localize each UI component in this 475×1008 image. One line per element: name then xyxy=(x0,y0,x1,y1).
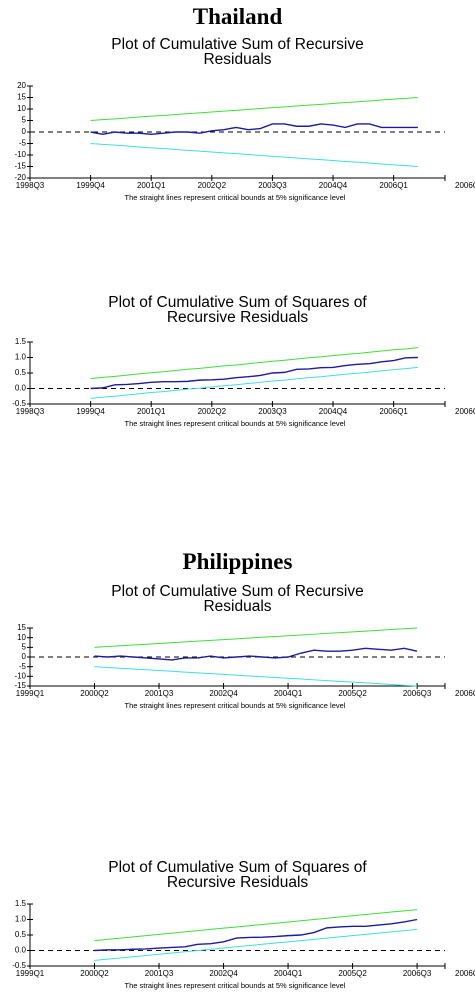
x-tick-label: 1998Q3 xyxy=(16,181,45,190)
x-tick-label: 2001Q3 xyxy=(145,689,174,698)
chart-note: The straight lines represent critical bo… xyxy=(125,981,346,990)
chart-title: Plot of Cumulative Sum of Squares of Rec… xyxy=(108,859,367,891)
x-tick-label: 2006Q4 xyxy=(455,181,475,190)
x-tick-label: 2006Q4 xyxy=(455,969,475,978)
y-tick-label: 1.5 xyxy=(15,338,27,346)
chart-note: The straight lines represent critical bo… xyxy=(125,193,346,202)
x-tick-label: 2005Q2 xyxy=(338,969,367,978)
data-line xyxy=(90,347,418,380)
y-tick-label: -5 xyxy=(19,139,27,148)
x-tick-label: 2006Q1 xyxy=(379,181,408,190)
data-line xyxy=(90,356,418,390)
data-line xyxy=(94,627,418,648)
x-tick-label: 1998Q3 xyxy=(16,407,45,416)
x-tick-label: 2006Q3 xyxy=(403,689,432,698)
chart-note: The straight lines represent critical bo… xyxy=(125,419,346,428)
x-tick-label: 2000Q2 xyxy=(80,689,109,698)
data-line xyxy=(94,647,418,661)
x-tick-label: 2003Q3 xyxy=(258,181,287,190)
y-tick-label: -20 xyxy=(14,173,26,182)
y-tick-label: 10 xyxy=(17,633,26,642)
x-tick-label: 1999Q4 xyxy=(76,181,105,190)
chart-title: Plot of Cumulative Sum of Recursive Resi… xyxy=(111,583,364,615)
x-tick-label: 2004Q1 xyxy=(274,969,303,978)
y-tick-label: -5 xyxy=(19,662,27,671)
x-tick-label: 2003Q3 xyxy=(258,407,287,416)
y-tick-label: 0.0 xyxy=(15,946,27,955)
y-tick-label: 0 xyxy=(22,127,27,136)
y-tick-label: 0.0 xyxy=(15,384,27,393)
y-tick-label: 0.5 xyxy=(15,368,27,377)
chart-title: Plot of Cumulative Sum of Squares of Rec… xyxy=(108,294,367,326)
x-tick-label: 2006Q4 xyxy=(455,689,475,698)
x-tick-label: 2006Q1 xyxy=(379,407,408,416)
y-tick-label: 20 xyxy=(17,82,26,90)
x-tick-label: 2002Q4 xyxy=(209,689,238,698)
x-tick-label: 2002Q2 xyxy=(198,407,227,416)
y-tick-label: -0.5 xyxy=(12,961,26,970)
chart-title: Plot of Cumulative Sum of Recursive Resi… xyxy=(111,36,364,68)
y-tick-label: 15 xyxy=(17,624,26,632)
chart: -0.5 0.0 0.5 1.0 1.5 1999Q1 2000Q2 2001Q3 2002Q4… xyxy=(12,900,475,990)
y-tick-label: -10 xyxy=(14,671,26,680)
y-tick-label: 5 xyxy=(22,642,27,651)
x-tick-label: 2006Q3 xyxy=(403,969,432,978)
x-tick-label: 1999Q1 xyxy=(16,969,45,978)
y-tick-label: 15 xyxy=(17,93,26,102)
data-line xyxy=(90,97,418,121)
heading: Thailand xyxy=(192,4,283,29)
data-line xyxy=(90,366,418,399)
x-tick-label: 1999Q4 xyxy=(76,407,105,416)
x-tick-label: 2004Q4 xyxy=(319,181,348,190)
data-line xyxy=(90,123,418,136)
x-tick-label: 2005Q2 xyxy=(338,689,367,698)
y-tick-label: -15 xyxy=(14,162,26,171)
x-tick-label: 2001Q1 xyxy=(137,407,166,416)
chart-note: The straight lines represent critical bo… xyxy=(125,701,346,710)
data-line xyxy=(94,928,418,961)
x-tick-label: 2001Q3 xyxy=(145,969,174,978)
y-tick-label: -15 xyxy=(14,681,26,690)
heading: Philippines xyxy=(182,549,293,574)
chart: -0.5 0.0 0.5 1.0 1.5 1998Q3 1999Q4 2001Q1 2002Q2… xyxy=(12,338,475,428)
data-line xyxy=(90,143,418,167)
x-tick-label: 2002Q2 xyxy=(198,181,227,190)
y-tick-label: 5 xyxy=(22,116,27,125)
data-line xyxy=(94,909,418,942)
y-tick-label: 0.5 xyxy=(15,930,27,939)
x-tick-label: 2004Q4 xyxy=(319,407,348,416)
x-tick-label: 1999Q1 xyxy=(16,689,45,698)
y-tick-label: -10 xyxy=(14,150,26,159)
x-tick-label: 2002Q4 xyxy=(209,969,238,978)
y-tick-label: 0 xyxy=(22,652,27,661)
x-tick-label: 2000Q2 xyxy=(80,969,109,978)
chart: -20 -15 -10 -5 0 5 10 15 20 1998Q3 1999Q4 2001Q1 200… xyxy=(14,82,475,202)
x-tick-label: 2006Q4 xyxy=(455,407,475,416)
y-tick-label: 1.0 xyxy=(15,915,27,924)
y-tick-label: 1.0 xyxy=(15,353,27,362)
y-tick-label: -0.5 xyxy=(12,399,26,408)
x-tick-label: 2004Q1 xyxy=(274,689,303,698)
y-tick-label: 10 xyxy=(17,104,26,113)
data-line xyxy=(94,918,418,952)
data-line xyxy=(94,666,418,687)
x-tick-label: 2001Q1 xyxy=(137,181,166,190)
y-tick-label: 1.5 xyxy=(15,900,27,908)
